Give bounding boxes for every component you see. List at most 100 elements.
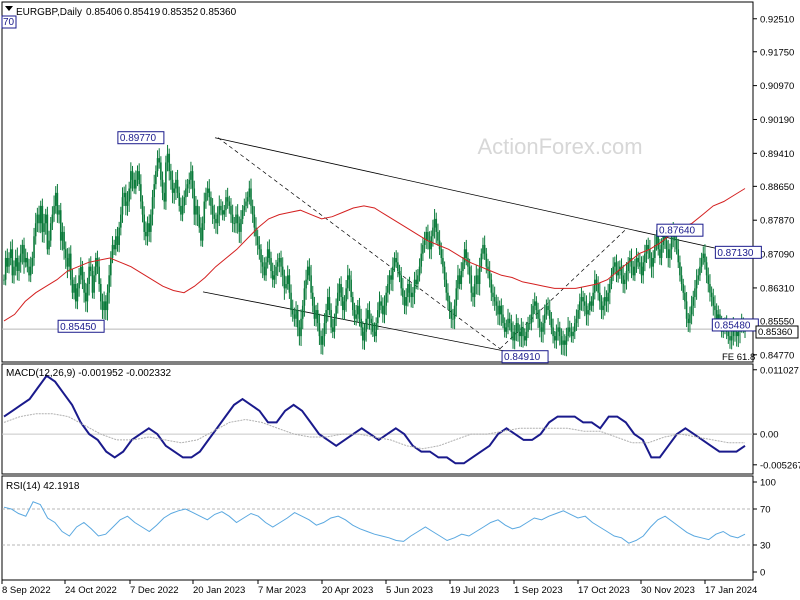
- price-candle-body: [377, 310, 379, 324]
- date-tick-label: 7 Dec 2022: [130, 585, 179, 596]
- price-candle-body: [525, 331, 528, 341]
- rsi-tick-label: 30: [760, 541, 771, 552]
- price-candle-body: [31, 257, 34, 267]
- price-candle-body: [388, 275, 391, 285]
- price-candle-body: [61, 231, 64, 241]
- price-candle-body: [311, 292, 314, 306]
- price-candle-body: [442, 257, 444, 267]
- price-candle-body: [609, 284, 611, 293]
- price-candle-body: [240, 218, 242, 232]
- price-candle-body: [276, 262, 279, 267]
- price-candle-body: [161, 179, 164, 193]
- price-candle-body: [518, 331, 521, 337]
- price-candle-body: [215, 218, 217, 224]
- price-candle-body: [38, 214, 40, 224]
- price-candle-body: [261, 262, 264, 267]
- price-candle-body: [238, 223, 241, 232]
- price-candle-body: [266, 249, 269, 263]
- price-candle-body: [358, 305, 361, 319]
- price-candle-body: [717, 314, 720, 319]
- price-candle-body: [457, 275, 459, 289]
- price-candle-body: [105, 301, 107, 311]
- price-candle-body: [652, 257, 655, 267]
- dropdown-triangle-icon[interactable]: [5, 6, 13, 11]
- price-candle-body: [295, 310, 297, 319]
- price-candle-body: [41, 205, 44, 232]
- price-candle-body: [68, 253, 70, 267]
- price-candle-body: [325, 310, 327, 324]
- price-candle-body: [500, 305, 503, 315]
- price-candle-body: [620, 266, 623, 276]
- price-candle-body: [637, 257, 639, 263]
- price-candle-body: [627, 262, 629, 271]
- price-candle-body: [246, 197, 249, 202]
- price-candle-body: [398, 271, 401, 276]
- price-candle-body: [383, 305, 386, 315]
- price-candle-body: [331, 327, 334, 332]
- price-candle-body: [66, 257, 69, 267]
- price-candle-body: [328, 297, 331, 311]
- price-candle-body: [71, 279, 74, 293]
- price-candle-body: [93, 275, 95, 293]
- price-candle-body: [53, 205, 55, 215]
- price-candle-body: [730, 336, 733, 341]
- price-tick-label: 0.87090: [760, 250, 794, 261]
- price-candle-body: [146, 223, 149, 237]
- price-candle-body: [729, 336, 731, 341]
- price-candle-body: [407, 284, 409, 298]
- price-candle-body: [110, 257, 112, 276]
- macd-tick-label: -0.005267: [760, 460, 800, 471]
- price-annotations: 0.89770 0.85450 0.84910 0.87640 0.87130 0.854…: [57, 131, 762, 364]
- price-candle-body: [28, 266, 30, 276]
- price-candle-body: [91, 271, 94, 293]
- price-candle-body: [336, 292, 339, 306]
- price-candle-body: [593, 279, 596, 293]
- price-candle-body: [216, 214, 219, 224]
- price-candle-body: [108, 275, 110, 293]
- price-candle-body: [425, 231, 428, 241]
- price-candle-body: [185, 188, 187, 198]
- annotation-label: 0.85480: [714, 320, 751, 331]
- price-candle-body: [200, 227, 202, 241]
- price-candle-body: [490, 279, 493, 293]
- date-tick-label: 7 Mar 2023: [258, 585, 306, 596]
- price-candle-body: [437, 231, 439, 241]
- price-candle-body: [118, 227, 120, 245]
- price-candle-body: [44, 214, 47, 224]
- date-tick-label: 19 Jul 2023: [450, 585, 499, 596]
- price-candle-body: [64, 249, 67, 258]
- date-tick-label: 5 Jun 2023: [386, 585, 433, 596]
- price-candle-body: [522, 327, 524, 337]
- price-candle-body: [403, 297, 406, 306]
- price-candle-body: [687, 318, 690, 324]
- price-candle-body: [233, 223, 236, 225]
- price-candle-body: [537, 310, 539, 319]
- price-candle-body: [340, 284, 342, 298]
- price-candle-body: [540, 327, 543, 332]
- price-candle-body: [106, 292, 109, 311]
- price-candle-body: [225, 197, 227, 211]
- price-candle-body: [420, 253, 423, 267]
- price-candle-body: [455, 288, 458, 306]
- price-candle-body: [680, 275, 683, 285]
- price-candle-body: [288, 275, 291, 293]
- ohlc-open: 0.85406: [86, 7, 123, 18]
- price-candle-body: [201, 223, 204, 241]
- price-axis: 0.92510 0.91750 0.90970 0.90190 0.89410 0.886…: [753, 14, 794, 361]
- price-candle-body: [577, 310, 579, 319]
- price-candle-body: [8, 257, 10, 267]
- annotation-box: [714, 245, 762, 259]
- price-candle-body: [176, 179, 179, 193]
- price-candle-body: [497, 305, 499, 315]
- price-candle-body: [597, 284, 599, 293]
- price-candle-body: [625, 271, 628, 280]
- price-candle-body: [29, 266, 32, 276]
- price-candle-body: [545, 305, 548, 315]
- ohlc-low: 0.85352: [162, 7, 199, 18]
- price-candle-body: [140, 184, 142, 202]
- price-candle-body: [477, 275, 479, 285]
- price-tick-label: 0.87870: [760, 216, 794, 227]
- price-candle-body: [542, 323, 544, 332]
- price-candle-body: [640, 266, 643, 276]
- price-candle-body: [155, 171, 157, 185]
